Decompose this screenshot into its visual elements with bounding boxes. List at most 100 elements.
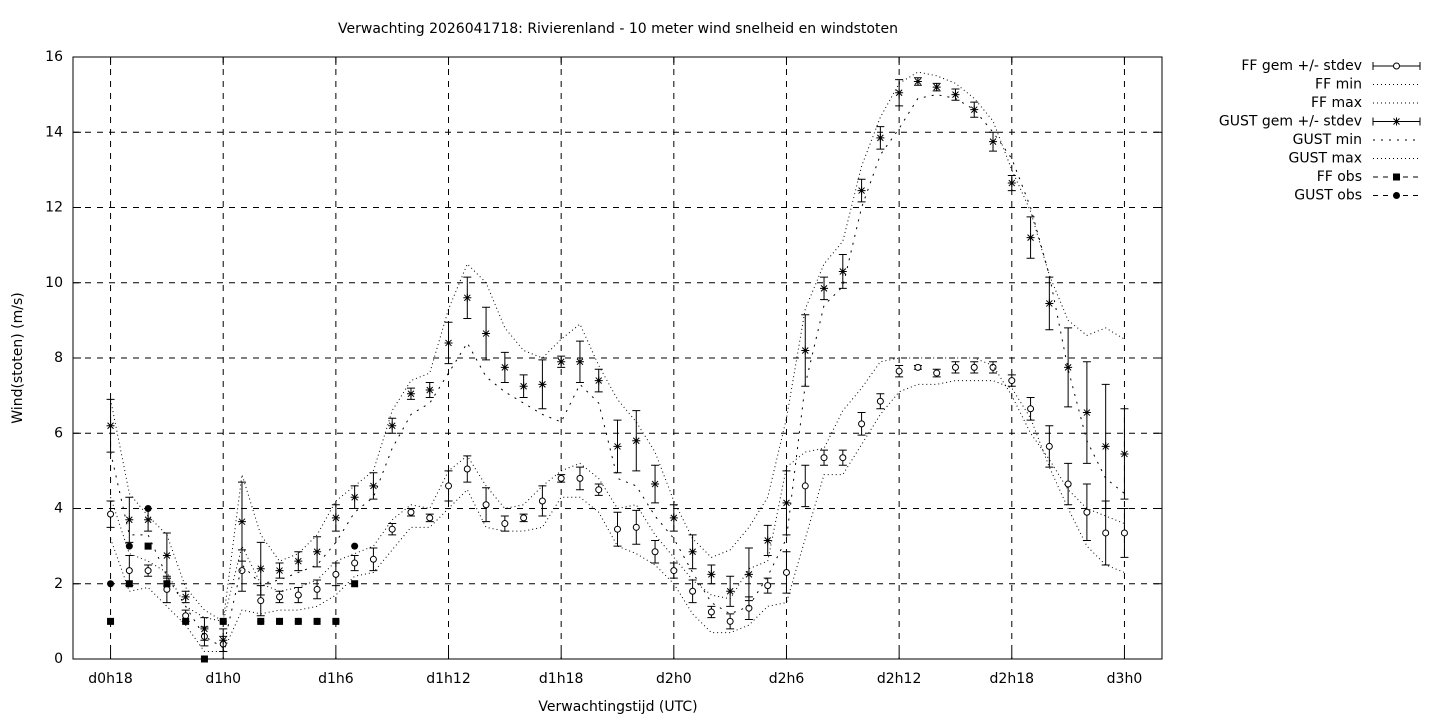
marker <box>125 515 134 524</box>
marker <box>256 564 265 573</box>
marker <box>369 555 377 563</box>
marker <box>162 551 171 560</box>
x-tick-label: d2h6 <box>769 671 805 687</box>
marker <box>144 567 152 575</box>
x-tick-label: d3h0 <box>1107 671 1143 687</box>
x-tick-label: d2h18 <box>990 671 1034 687</box>
marker <box>163 580 171 588</box>
marker <box>970 105 979 114</box>
marker <box>745 604 753 612</box>
x-tick-label: d2h12 <box>877 671 921 687</box>
marker <box>144 515 153 524</box>
marker <box>557 474 565 482</box>
marker <box>125 580 133 588</box>
marker <box>801 346 810 355</box>
marker <box>200 655 208 663</box>
marker <box>351 580 359 588</box>
marker <box>651 548 659 556</box>
marker <box>1120 529 1128 537</box>
marker <box>182 617 190 625</box>
marker <box>632 523 640 531</box>
marker <box>463 293 472 302</box>
marker <box>857 186 866 195</box>
y-tick-label: 12 <box>45 200 63 216</box>
marker <box>989 363 997 371</box>
y-tick-label: 0 <box>54 651 63 667</box>
marker <box>425 385 434 394</box>
marker <box>1393 192 1400 199</box>
marker <box>107 510 115 518</box>
marker <box>876 133 885 142</box>
marker <box>107 580 115 588</box>
marker <box>614 525 621 533</box>
marker <box>689 587 697 595</box>
x-tick-label: d1h6 <box>318 671 354 687</box>
marker <box>276 617 284 625</box>
marker <box>144 505 152 512</box>
marker <box>839 454 847 462</box>
x-tick-label: d1h0 <box>205 671 241 687</box>
marker <box>651 480 660 489</box>
marker <box>595 486 603 494</box>
marker <box>163 585 171 593</box>
marker <box>970 363 978 371</box>
marker <box>688 547 697 556</box>
marker <box>951 90 960 99</box>
marker <box>1392 117 1401 126</box>
legend-label: GUST min <box>1293 132 1362 148</box>
marker <box>1393 62 1400 70</box>
marker <box>257 617 265 625</box>
marker <box>351 559 359 567</box>
marker <box>932 83 941 92</box>
legend-label: FF obs <box>1317 169 1362 185</box>
marker <box>726 587 735 596</box>
marker <box>763 536 772 545</box>
marker <box>1101 442 1110 451</box>
x-tick-label: d1h12 <box>426 671 470 687</box>
marker <box>519 382 528 391</box>
marker <box>1007 179 1016 188</box>
marker <box>1027 405 1035 413</box>
marker <box>1393 173 1400 181</box>
marker <box>388 525 396 533</box>
marker <box>726 617 734 625</box>
marker <box>895 88 904 97</box>
marker <box>838 267 847 276</box>
marker <box>369 481 378 490</box>
y-axis-label: Wind(stoten) (m/s) <box>10 292 26 423</box>
marker <box>426 514 434 522</box>
marker <box>707 570 716 579</box>
marker <box>895 367 903 375</box>
y-tick-label: 2 <box>54 576 63 592</box>
marker <box>913 77 922 86</box>
marker <box>989 137 998 146</box>
marker <box>632 436 641 445</box>
marker <box>313 585 321 593</box>
marker <box>294 557 303 566</box>
marker <box>219 636 228 645</box>
marker <box>332 617 340 625</box>
y-tick-label: 14 <box>45 124 63 140</box>
marker <box>200 624 209 633</box>
marker <box>1064 480 1072 488</box>
marker <box>313 617 321 625</box>
marker <box>1045 299 1054 308</box>
marker <box>294 617 302 625</box>
range-line <box>110 357 1125 622</box>
marker <box>407 508 415 516</box>
marker <box>613 442 622 451</box>
marker <box>858 420 866 428</box>
x-tick-label: d1h18 <box>539 671 583 687</box>
marker <box>876 397 884 405</box>
marker <box>1082 408 1091 417</box>
marker <box>538 380 547 389</box>
marker <box>238 567 246 575</box>
marker <box>125 542 133 550</box>
range-line <box>110 94 1125 649</box>
y-tick-label: 8 <box>54 350 63 366</box>
marker <box>670 567 678 575</box>
chart-title: Verwachting 2026041718: Rivierenland - 1… <box>338 21 898 37</box>
legend-label: GUST gem +/- stdev <box>1219 114 1362 130</box>
marker <box>801 482 809 490</box>
